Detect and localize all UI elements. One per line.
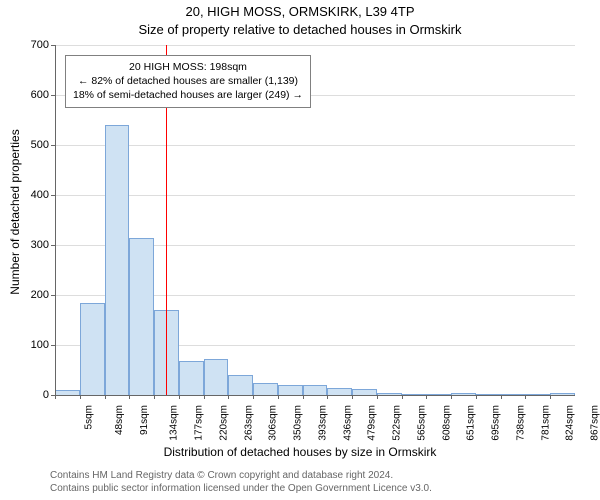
y-tick-label: 700: [9, 39, 49, 51]
histogram-bar: [253, 383, 278, 396]
x-tick-label: 220sqm: [218, 405, 229, 441]
x-tick-label: 436sqm: [342, 405, 353, 441]
x-tick-label: 134sqm: [169, 405, 180, 441]
x-tick-label: 177sqm: [194, 405, 205, 441]
histogram-bar: [228, 375, 253, 395]
x-tick-label: 651sqm: [466, 405, 477, 441]
y-tick-label: 0: [9, 389, 49, 401]
y-tick-label: 100: [9, 339, 49, 351]
x-tick-label: 479sqm: [367, 405, 378, 441]
annotation-line3: 18% of semi-detached houses are larger (…: [73, 88, 303, 102]
plot-area: 01002003004005006007005sqm48sqm91sqm134s…: [55, 45, 575, 395]
chart-title-address: 20, HIGH MOSS, ORMSKIRK, L39 4TP: [0, 4, 600, 19]
x-tick-label: 350sqm: [293, 405, 304, 441]
histogram-bar: [80, 303, 105, 396]
x-tick-label: 867sqm: [590, 405, 600, 441]
y-tick-label: 600: [9, 89, 49, 101]
x-tick-label: 738sqm: [516, 405, 527, 441]
x-tick-label: 824sqm: [565, 405, 576, 441]
annotation-line2: ← 82% of detached houses are smaller (1,…: [73, 74, 303, 88]
property-annotation-box: 20 HIGH MOSS: 198sqm← 82% of detached ho…: [65, 55, 311, 108]
attribution-footer: Contains HM Land Registry data © Crown c…: [50, 470, 432, 495]
x-tick-label: 306sqm: [268, 405, 279, 441]
histogram-bar: [105, 125, 130, 395]
gridline: [55, 195, 575, 196]
x-axis-label: Distribution of detached houses by size …: [0, 445, 600, 459]
x-axis-line: [55, 395, 575, 396]
histogram-bar: [129, 238, 154, 396]
x-tick-label: 608sqm: [441, 405, 452, 441]
x-tick-label: 48sqm: [114, 405, 125, 435]
x-tick-label: 263sqm: [243, 405, 254, 441]
histogram-bar: [303, 385, 328, 395]
x-tick-label: 565sqm: [416, 405, 427, 441]
x-tick-label: 781sqm: [540, 405, 551, 441]
histogram-bar: [204, 359, 229, 396]
chart-title-desc: Size of property relative to detached ho…: [0, 22, 600, 37]
gridline: [55, 145, 575, 146]
x-tick-label: 393sqm: [317, 405, 328, 441]
chart-container: 20, HIGH MOSS, ORMSKIRK, L39 4TP Size of…: [0, 0, 600, 500]
y-tick-label: 500: [9, 139, 49, 151]
x-tick-label: 91sqm: [139, 405, 150, 435]
y-tick-label: 300: [9, 239, 49, 251]
footer-line1: Contains HM Land Registry data © Crown c…: [50, 470, 432, 483]
histogram-bar: [327, 388, 352, 396]
y-tick-label: 400: [9, 189, 49, 201]
x-tick-label: 5sqm: [83, 405, 94, 429]
gridline: [55, 45, 575, 46]
footer-line2: Contains public sector information licen…: [50, 483, 432, 496]
annotation-line1: 20 HIGH MOSS: 198sqm: [73, 60, 303, 74]
histogram-bar: [278, 385, 303, 395]
y-tick-label: 200: [9, 289, 49, 301]
histogram-bar: [179, 361, 204, 395]
x-tick-label: 695sqm: [491, 405, 502, 441]
y-axis-line: [55, 45, 56, 395]
x-tick-label: 522sqm: [392, 405, 403, 441]
